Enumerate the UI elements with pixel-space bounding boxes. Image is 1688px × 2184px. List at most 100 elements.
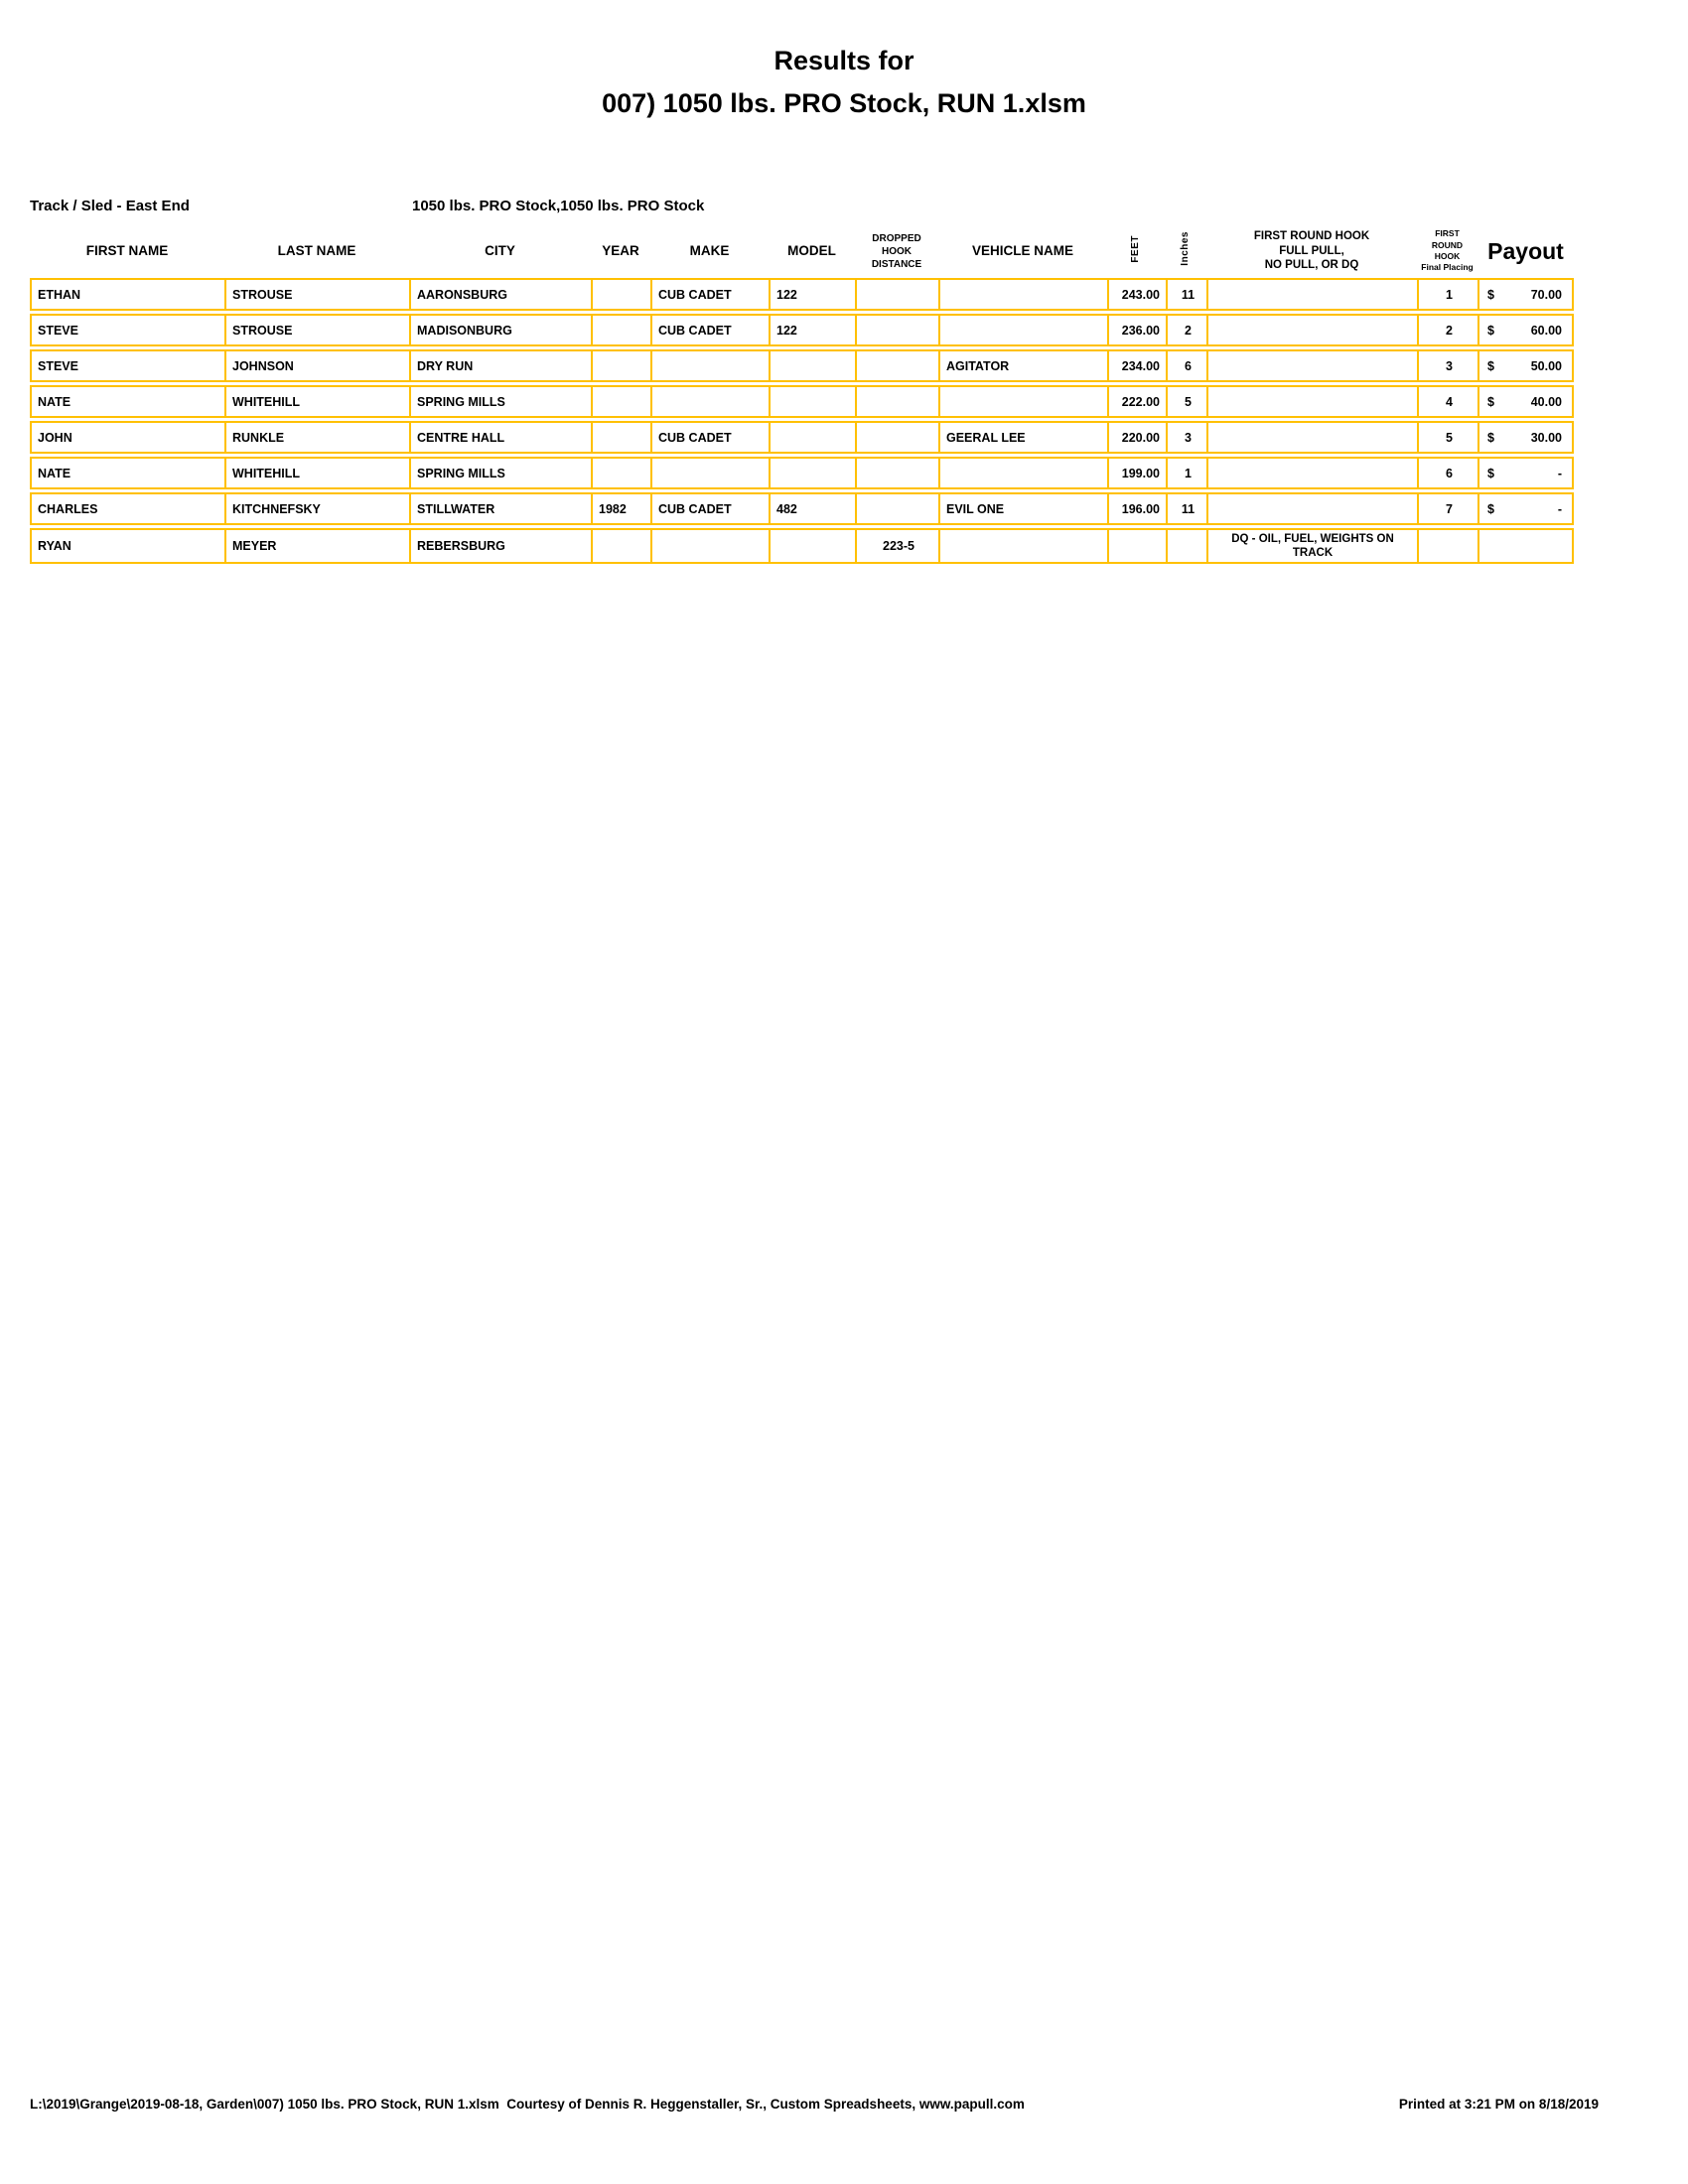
cell-hook — [1206, 492, 1417, 525]
payout-amount: 70.00 — [1530, 287, 1562, 302]
payout-amount: 60.00 — [1530, 323, 1562, 338]
cell-dropped — [855, 314, 938, 346]
cell-hook — [1206, 278, 1417, 311]
payout-dollar-sign: $ — [1487, 358, 1494, 373]
cell-last-name: STROUSE — [224, 278, 409, 311]
cell-year — [591, 278, 650, 311]
cell-first-name: RYAN — [30, 528, 224, 564]
cell-payout: $40.00 — [1477, 385, 1574, 418]
cell-feet: 243.00 — [1107, 278, 1166, 311]
cell-model: 122 — [769, 278, 855, 311]
cell-make: CUB CADET — [650, 314, 769, 346]
cell-model — [769, 421, 855, 454]
cell-vehicle: GEERAL LEE — [938, 421, 1107, 454]
cell-dropped — [855, 421, 938, 454]
cell-feet: 196.00 — [1107, 492, 1166, 525]
cell-vehicle — [938, 385, 1107, 418]
cell-last-name: JOHNSON — [224, 349, 409, 382]
cell-dropped — [855, 349, 938, 382]
cell-dropped — [855, 492, 938, 525]
cell-city: SPRING MILLS — [409, 457, 591, 489]
cell-inches: 5 — [1166, 385, 1206, 418]
payout-dollar-sign: $ — [1487, 501, 1494, 516]
title-line-2: 007) 1050 lbs. PRO Stock, RUN 1.xlsm — [602, 88, 1086, 119]
cell-model — [769, 385, 855, 418]
cell-placing: 7 — [1417, 492, 1477, 525]
table-row: STEVE STROUSE MADISONBURG CUB CADET 122 … — [30, 314, 1574, 346]
cell-inches: 3 — [1166, 421, 1206, 454]
cell-feet: 199.00 — [1107, 457, 1166, 489]
cell-model — [769, 528, 855, 564]
cell-feet: 236.00 — [1107, 314, 1166, 346]
cell-last-name: RUNKLE — [224, 421, 409, 454]
header-row: FIRST NAME LAST NAME CITY YEAR MAKE MODE… — [30, 227, 1574, 275]
header-vehicle-name: VEHICLE NAME — [971, 242, 1073, 258]
track-sled-label: Track / Sled - East End — [30, 198, 190, 214]
cell-vehicle — [938, 457, 1107, 489]
cell-placing: 3 — [1417, 349, 1477, 382]
cell-feet: 222.00 — [1107, 385, 1166, 418]
cell-dropped — [855, 385, 938, 418]
page-title: Results for 007) 1050 lbs. PRO Stock, RU… — [0, 40, 1688, 125]
cell-vehicle — [938, 314, 1107, 346]
header-first-name: FIRST NAME — [85, 242, 169, 258]
cell-city: CENTRE HALL — [409, 421, 591, 454]
payout-amount: - — [1557, 501, 1562, 516]
payout-dollar-sign: $ — [1487, 394, 1494, 409]
cell-feet — [1107, 528, 1166, 564]
cell-dropped — [855, 457, 938, 489]
cell-hook — [1206, 385, 1417, 418]
cell-last-name: KITCHNEFSKY — [224, 492, 409, 525]
cell-feet: 220.00 — [1107, 421, 1166, 454]
cell-dropped — [855, 278, 938, 311]
header-model: MODEL — [787, 242, 836, 258]
cell-payout: $ - — [1477, 457, 1574, 489]
table-row: CHARLES KITCHNEFSKY STILLWATER 1982 CUB … — [30, 492, 1574, 525]
cell-dropped: 223-5 — [855, 528, 938, 564]
cell-payout: $ - — [1477, 492, 1574, 525]
class-label: 1050 lbs. PRO Stock,1050 lbs. PRO Stock — [412, 198, 705, 214]
cell-first-name: NATE — [30, 385, 224, 418]
table-row: NATE WHITEHILL SPRING MILLS 199.00 1 6 $… — [30, 457, 1574, 489]
payout-dollar-sign: $ — [1487, 287, 1494, 302]
cell-model — [769, 457, 855, 489]
cell-city: AARONSBURG — [409, 278, 591, 311]
cell-placing — [1417, 528, 1477, 564]
header-year: YEAR — [602, 242, 639, 258]
cell-last-name: WHITEHILL — [224, 385, 409, 418]
cell-vehicle: AGITATOR — [938, 349, 1107, 382]
cell-make — [650, 457, 769, 489]
cell-last-name: STROUSE — [224, 314, 409, 346]
cell-inches: 1 — [1166, 457, 1206, 489]
payout-dollar-sign: $ — [1487, 430, 1494, 445]
cell-year: 1982 — [591, 492, 650, 525]
cell-vehicle — [938, 528, 1107, 564]
cell-make — [650, 385, 769, 418]
header-city: CITY — [485, 242, 515, 258]
header-inches: Inches — [1180, 231, 1192, 266]
cell-year — [591, 385, 650, 418]
cell-hook — [1206, 314, 1417, 346]
cell-vehicle: EVIL ONE — [938, 492, 1107, 525]
payout-amount: 30.00 — [1530, 430, 1562, 445]
cell-last-name: WHITEHILL — [224, 457, 409, 489]
cell-payout: $30.00 — [1477, 421, 1574, 454]
cell-inches — [1166, 528, 1206, 564]
payout-amount: 40.00 — [1530, 394, 1562, 409]
cell-model: 482 — [769, 492, 855, 525]
table-row: STEVE JOHNSON DRY RUN AGITATOR 234.00 6 … — [30, 349, 1574, 382]
cell-hook: DQ - OIL, FUEL, WEIGHTS ON TRACK — [1206, 528, 1417, 564]
header-payout: Payout — [1487, 237, 1564, 264]
cell-city: STILLWATER — [409, 492, 591, 525]
cell-year — [591, 349, 650, 382]
header-last-name: LAST NAME — [277, 242, 356, 258]
cell-placing: 1 — [1417, 278, 1477, 311]
payout-amount: - — [1557, 466, 1562, 480]
cell-first-name: NATE — [30, 457, 224, 489]
cell-placing: 4 — [1417, 385, 1477, 418]
payout-dollar-sign: $ — [1487, 323, 1494, 338]
cell-hook — [1206, 457, 1417, 489]
cell-feet: 234.00 — [1107, 349, 1166, 382]
cell-placing: 2 — [1417, 314, 1477, 346]
title-line-1: Results for — [774, 46, 914, 75]
